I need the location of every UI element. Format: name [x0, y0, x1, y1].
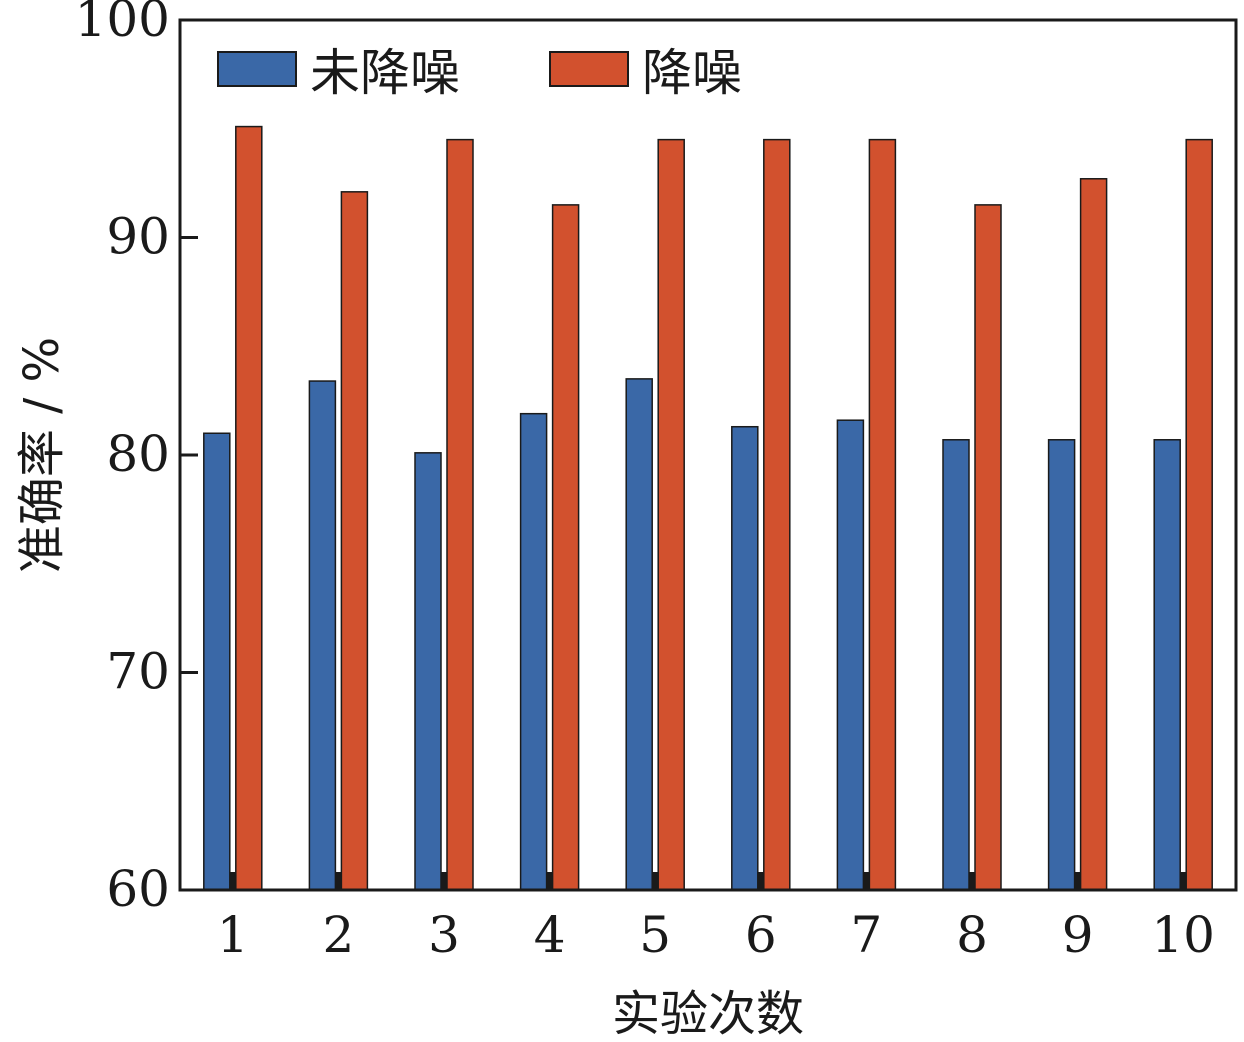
- legend-label-2: 降噪: [642, 44, 742, 102]
- y-tick-label: 90: [106, 208, 170, 266]
- bar-s1-10: [1153, 439, 1181, 891]
- y-tick-label: 70: [106, 643, 170, 701]
- bar-s2-7: [868, 138, 897, 891]
- bar-base-mark: [546, 872, 553, 890]
- bar-s1-3: [414, 452, 442, 891]
- bar-s1-8: [942, 439, 970, 891]
- legend: 未降噪 降噪: [217, 44, 742, 102]
- x-tick-label: 10: [1151, 906, 1215, 964]
- x-tick-label: 6: [745, 906, 777, 964]
- bar-s2-4: [551, 204, 580, 891]
- x-tick-label: 5: [639, 906, 671, 964]
- x-tick-label: 3: [428, 906, 460, 964]
- bar-base-mark: [335, 872, 342, 890]
- x-tick-label: 7: [850, 906, 882, 964]
- legend-swatch-1: [217, 51, 297, 87]
- x-tick-label: 4: [534, 906, 566, 964]
- bar-s1-9: [1047, 439, 1076, 891]
- x-axis-title: 实验次数: [612, 986, 804, 1042]
- legend-label-1: 未降噪: [310, 44, 460, 102]
- bar-s1-5: [625, 378, 653, 891]
- bar-s1-1: [203, 432, 231, 891]
- x-tick-label: 1: [217, 906, 249, 964]
- bar-s1-2: [308, 380, 337, 891]
- y-tick-label: 100: [75, 0, 170, 48]
- bar-s2-6: [763, 138, 791, 891]
- bar-base-mark: [1180, 872, 1187, 890]
- bar-base-mark: [1074, 872, 1081, 890]
- bar-s1-4: [519, 412, 548, 891]
- x-tick-label: 2: [322, 906, 354, 964]
- x-tick-label: 8: [956, 906, 988, 964]
- y-axis: 60 70 80 90 100: [75, 0, 198, 918]
- bar-s2-3: [446, 138, 474, 891]
- bar-base-mark: [652, 872, 659, 890]
- legend-swatch-2: [549, 51, 629, 87]
- x-tick-label: 9: [1062, 906, 1094, 964]
- bar-base-mark: [757, 872, 764, 890]
- y-tick-label: 60: [106, 860, 170, 918]
- bar-s2-2: [340, 191, 369, 891]
- bar-s1-7: [836, 419, 865, 891]
- bar-base-mark: [441, 872, 447, 890]
- bar-base-mark: [969, 872, 975, 890]
- bar-s2-10: [1185, 138, 1213, 891]
- bar-base-mark: [229, 872, 236, 890]
- x-axis: 1 2 3 4 5 6 7 8 9 10: [217, 906, 1215, 964]
- bar-s2-1: [235, 125, 263, 891]
- bars-layer: [203, 125, 1213, 891]
- bar-s2-8: [974, 204, 1002, 891]
- y-tick-label: 80: [106, 425, 170, 483]
- bar-base-mark: [863, 872, 870, 890]
- bar-s2-9: [1079, 178, 1108, 891]
- bar-s2-5: [657, 138, 685, 891]
- y-axis-title: 准确率 / %: [14, 337, 70, 573]
- bar-s1-6: [731, 425, 759, 891]
- plot-frame: [178, 18, 1238, 892]
